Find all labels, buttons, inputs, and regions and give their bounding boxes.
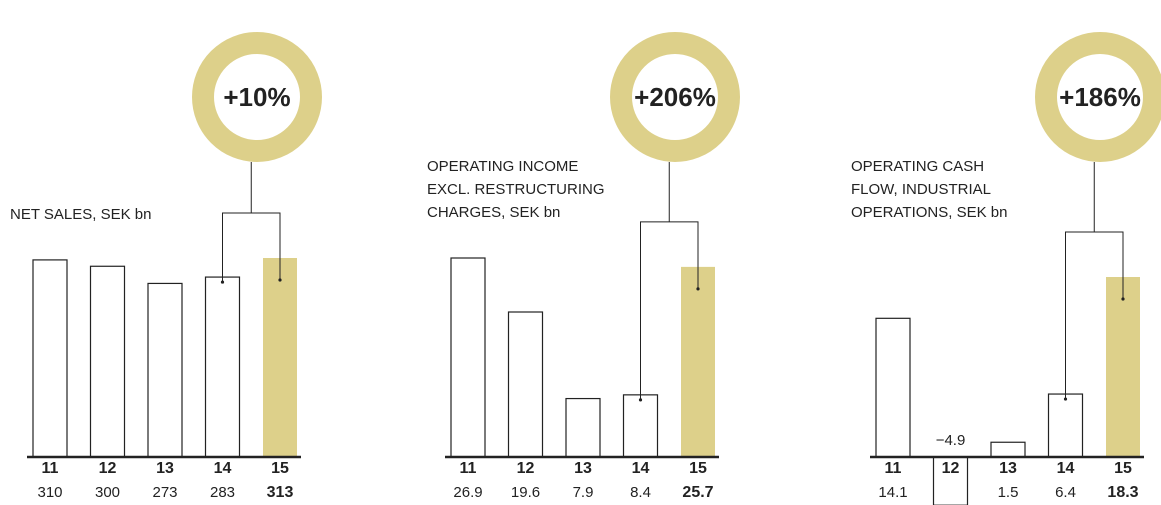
chart-title: CHARGES, SEK bn — [427, 204, 560, 221]
bar — [1106, 277, 1140, 457]
chart-title: FLOW, INDUSTRIAL — [851, 181, 991, 198]
category-label: 14 — [214, 460, 232, 477]
dot — [1121, 297, 1125, 301]
category-label: 13 — [999, 460, 1017, 477]
change-label: +10% — [223, 82, 290, 112]
value-label: 310 — [37, 484, 62, 501]
category-label: 11 — [885, 460, 902, 477]
category-label: 12 — [517, 460, 535, 477]
category-label: 12 — [942, 460, 960, 477]
value-label: 8.4 — [630, 484, 651, 501]
chart-title: OPERATING CASH — [851, 158, 984, 175]
bar — [32, 259, 68, 458]
category-label: 15 — [689, 460, 707, 477]
dot — [1063, 397, 1068, 401]
category-label: 14 — [632, 460, 650, 477]
value-label: −4.9 — [936, 432, 966, 449]
bar — [1047, 393, 1084, 458]
chart-title: OPERATIONS, SEK bn — [851, 204, 1007, 221]
bar — [450, 257, 486, 458]
bar — [147, 282, 183, 458]
chart-title: NET SALES, SEK bn — [10, 206, 151, 223]
chart-title: OPERATING INCOME — [427, 158, 578, 175]
change-label: +186% — [1059, 82, 1141, 112]
bar — [263, 258, 297, 457]
value-label: 6.4 — [1055, 484, 1076, 501]
change-ring — [192, 32, 322, 162]
dot — [696, 287, 700, 291]
bracket — [222, 162, 281, 283]
value-label: 1.5 — [998, 484, 1019, 501]
bar — [681, 266, 715, 457]
category-label: 11 — [460, 460, 477, 477]
bar — [89, 265, 126, 458]
bar — [875, 317, 911, 458]
bar — [565, 397, 601, 458]
bar — [622, 394, 659, 458]
category-label: 12 — [99, 460, 117, 477]
bracket — [640, 162, 699, 400]
value-label: 19.6 — [511, 484, 540, 501]
change-ring — [1035, 32, 1161, 162]
value-label: 26.9 — [453, 484, 482, 501]
bar — [507, 311, 544, 458]
dot — [220, 280, 225, 284]
change-ring — [610, 32, 740, 162]
bracket — [1065, 162, 1124, 400]
category-label: 13 — [574, 460, 592, 477]
value-label: 300 — [95, 484, 120, 501]
value-label: 7.9 — [573, 484, 594, 501]
chart-title: EXCL. RESTRUCTURING — [427, 181, 605, 198]
category-label: 11 — [42, 460, 59, 477]
value-label: 14.1 — [878, 484, 907, 501]
value-label: 273 — [152, 484, 177, 501]
category-label: 15 — [271, 460, 289, 477]
bar — [990, 441, 1026, 458]
value-label: 313 — [267, 484, 294, 501]
change-label: +206% — [634, 82, 716, 112]
dot — [638, 398, 643, 402]
value-label: 18.3 — [1107, 484, 1138, 501]
category-label: 13 — [156, 460, 174, 477]
category-label: 15 — [1114, 460, 1132, 477]
bar — [204, 276, 241, 458]
category-label: 14 — [1057, 460, 1075, 477]
value-label: 283 — [210, 484, 235, 501]
value-label: 25.7 — [682, 484, 713, 501]
dot — [278, 278, 282, 282]
